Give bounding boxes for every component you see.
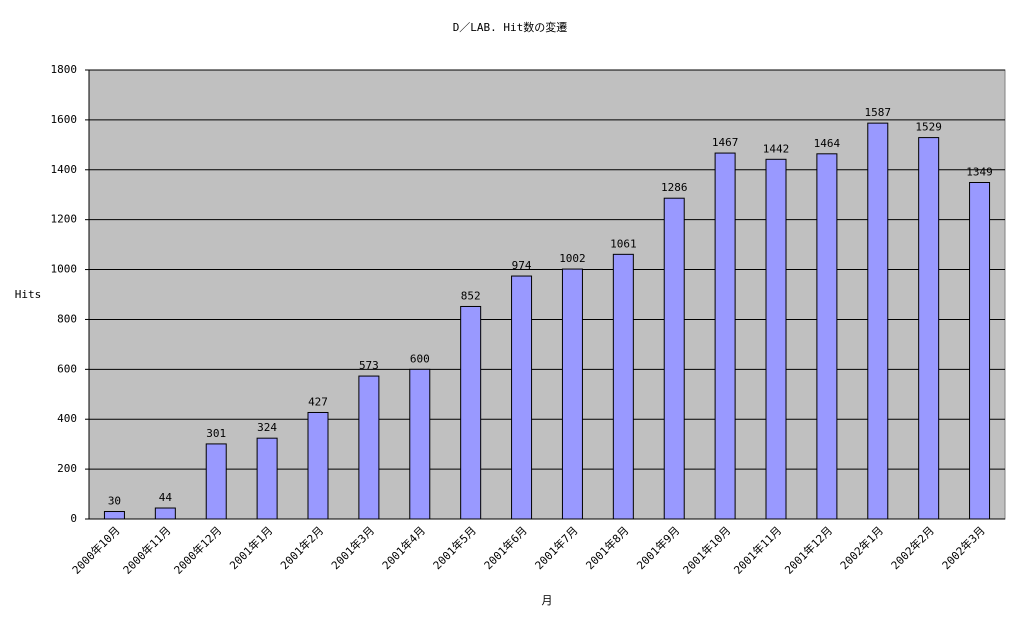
x-tick-label: 2001年4月 [379,523,428,572]
x-tick-label: 2001年5月 [430,523,479,572]
bar [765,158,787,520]
data-label: 1587 [865,106,892,119]
x-tick-label: 2001年1月 [226,523,275,572]
data-label: 324 [257,421,277,434]
y-tick-label: 1600 [51,113,78,126]
x-tick-label: 2000年10月 [69,523,123,577]
bar [409,368,431,520]
y-tick-label: 0 [70,512,77,525]
bar [103,511,125,520]
x-tick-label: 2001年10月 [680,523,734,577]
bar [205,443,227,520]
x-tick-label: 2001年8月 [583,523,632,572]
bar [918,137,940,520]
data-label: 1286 [661,181,688,194]
data-label: 1442 [763,142,790,155]
x-tick-label: 2001年3月 [328,523,377,572]
x-tick-label: 2001年2月 [277,523,326,572]
data-label: 301 [206,427,226,440]
x-tick-label: 2001年9月 [634,523,683,572]
data-label: 1467 [712,136,739,149]
bar [816,153,838,520]
bar [714,152,736,520]
x-tick-label: 2002年1月 [837,523,886,572]
y-axis-label: Hits [15,288,42,301]
data-label: 852 [461,289,481,302]
y-tick-label: 1200 [51,213,78,226]
bar [867,122,889,520]
y-tick-label: 1000 [51,263,78,276]
x-tick-label: 2001年12月 [782,523,836,577]
x-tick-label: 2001年7月 [532,523,581,572]
y-tick-label: 600 [57,362,77,375]
y-tick-label: 1400 [51,163,78,176]
data-label: 600 [410,352,430,365]
bar [154,507,176,520]
bar [307,411,329,520]
data-label: 1529 [915,121,942,134]
data-label: 974 [512,259,532,272]
x-tick-label: 2002年2月 [888,523,937,572]
data-label: 573 [359,359,379,372]
data-label: 1002 [559,252,586,265]
x-tick-label: 2000年11月 [120,523,174,577]
bar [256,437,278,520]
data-label: 30 [108,495,121,508]
x-tick-label: 2001年11月 [731,523,785,577]
y-tick-label: 200 [57,462,77,475]
data-label: 1061 [610,237,637,250]
bar [511,275,533,520]
y-tick-label: 1800 [51,63,78,76]
bar [612,253,634,520]
y-tick-label: 400 [57,412,77,425]
bar [663,197,685,520]
data-label: 1349 [966,165,993,178]
y-tick-label: 800 [57,312,77,325]
x-tick-label: 2000年12月 [171,523,225,577]
x-tick-label: 2001年6月 [481,523,530,572]
plot-area [88,69,1006,520]
bar [460,305,482,520]
data-label: 427 [308,395,328,408]
chart-title: D／LAB. Hit数の変遷 [453,20,568,34]
bar [561,268,583,520]
bar [969,181,991,520]
data-label: 1464 [814,137,841,150]
x-axis-label: 月 [542,594,553,607]
data-label: 44 [159,491,173,504]
x-tick-label: 2002年3月 [939,523,988,572]
bar [358,375,380,520]
